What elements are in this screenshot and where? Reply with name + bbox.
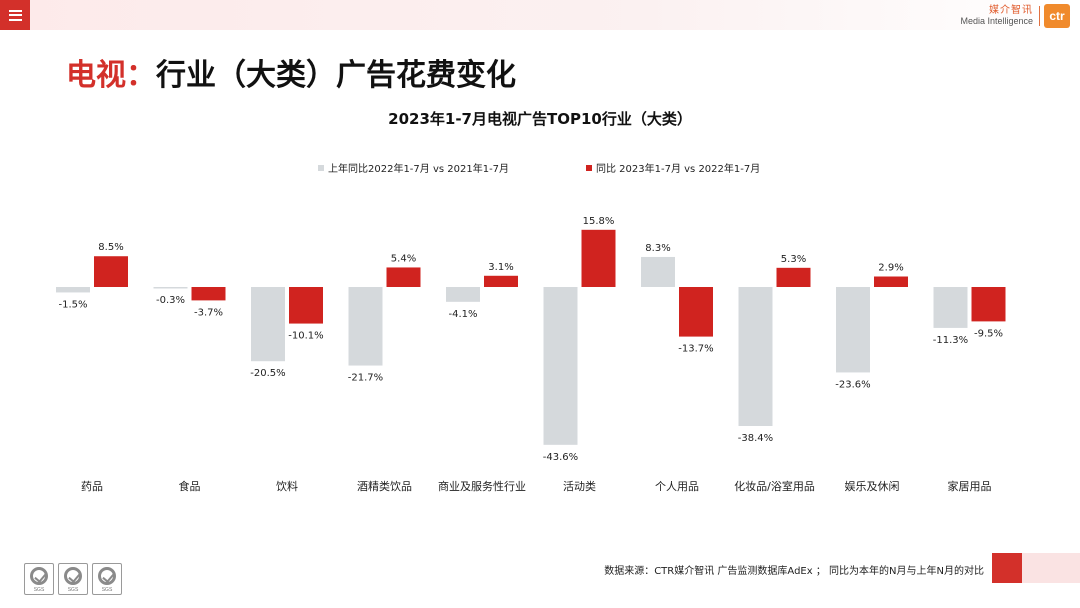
page-title-main: 行业（大类）广告花费变化: [156, 58, 516, 93]
category-label: 活动类: [563, 479, 596, 493]
footer-red-block: [992, 553, 1022, 583]
data-label-prev-year: -21.7%: [348, 373, 383, 384]
bar-current-year: [386, 267, 421, 287]
bar-prev-year: [348, 287, 383, 366]
page-title: 电视：行业（大类）广告花费变化: [66, 50, 516, 94]
brand-block: 媒介智讯 Media Intelligence ctr: [960, 4, 1070, 28]
bar-prev-year: [641, 256, 675, 287]
certification-stamp-icon: SGS: [58, 563, 88, 595]
brand-divider: [1039, 6, 1040, 26]
data-label-current-year: 8.5%: [98, 242, 123, 253]
bar-chart: -1.5% 8.5% 药品 -0.3% -3.7% 食品 -20.5% -10.1% 饮料 -21…: [56, 216, 1006, 493]
bar-prev-year: [446, 287, 480, 302]
brand-name-en: Media Intelligence: [960, 16, 1033, 26]
data-label-current-year: -9.5%: [974, 328, 1003, 339]
category-label: 饮料: [276, 479, 298, 493]
legend-item-current-year: 同比 2023年1-7月 vs 2022年1-7月: [586, 160, 760, 175]
legend-swatch-gray: [318, 164, 324, 171]
category-label: 食品: [179, 479, 201, 493]
bar-current-year: [679, 287, 713, 337]
legend-label-current-year: 同比 2023年1-7月 vs 2022年1-7月: [596, 164, 761, 175]
legend-swatch-red: [586, 164, 592, 171]
bar-prev-year: [933, 287, 968, 328]
bar-current-year: [484, 275, 518, 287]
data-label-prev-year: -4.1%: [448, 309, 477, 320]
bar-prev-year: [251, 287, 285, 362]
bar-prev-year: [836, 287, 870, 373]
data-label-current-year: -13.7%: [678, 344, 713, 355]
data-label-current-year: -3.7%: [194, 307, 223, 318]
chart-title: 2023年1-7月电视广告TOP10行业（大类）: [388, 110, 692, 128]
page-title-prefix: 电视：: [66, 58, 156, 93]
data-label-current-year: 5.4%: [391, 253, 416, 264]
ctr-logo: ctr: [1044, 4, 1070, 28]
menu-button[interactable]: [0, 0, 30, 30]
data-label-prev-year: -0.3%: [156, 295, 185, 306]
bar-current-year: [874, 276, 908, 287]
top-bar: 媒介智讯 Media Intelligence ctr: [0, 0, 1080, 30]
data-source-note: 数据来源：CTR媒介智讯 广告监测数据库AdEx ； 同比为本年的N月与上年N月…: [604, 566, 984, 577]
bar-current-year: [581, 229, 616, 287]
certification-stamps: SGS SGS SGS: [24, 563, 124, 599]
data-label-prev-year: -23.6%: [835, 379, 870, 390]
certification-stamp-icon: SGS: [92, 563, 122, 595]
category-label: 商业及服务性行业: [438, 479, 526, 493]
data-label-current-year: 5.3%: [781, 254, 806, 265]
category-label: 家居用品: [948, 479, 992, 493]
category-label: 酒精类饮品: [357, 479, 412, 493]
category-label: 娱乐及休闲: [845, 479, 900, 493]
legend-item-prev-year: 上年同比2022年1-7月 vs 2021年1-7月: [318, 160, 509, 175]
data-label-prev-year: 8.3%: [645, 243, 670, 254]
brand-name-cn: 媒介智讯: [989, 5, 1033, 16]
certification-stamp-icon: SGS: [24, 563, 54, 595]
data-label-current-year: 15.8%: [583, 216, 615, 227]
bar-current-year: [94, 256, 128, 287]
data-label-prev-year: -20.5%: [250, 368, 285, 379]
data-label-current-year: -10.1%: [288, 331, 323, 342]
category-label: 药品: [81, 480, 103, 493]
category-label: 化妆品/浴室用品: [734, 479, 815, 493]
bar-current-year: [289, 287, 323, 324]
bar-current-year: [971, 287, 1006, 322]
bar-prev-year: [738, 287, 773, 427]
bar-current-year: [191, 287, 226, 301]
bar-prev-year: [56, 287, 90, 293]
data-label-prev-year: -1.5%: [58, 299, 87, 310]
data-label-current-year: 3.1%: [488, 262, 513, 273]
data-label-prev-year: -11.3%: [933, 335, 968, 346]
hamburger-menu-icon: [8, 9, 22, 21]
data-label-prev-year: -43.6%: [543, 452, 578, 463]
legend-label-prev-year: 上年同比2022年1-7月 vs 2021年1-7月: [328, 164, 510, 175]
data-label-prev-year: -38.4%: [738, 433, 773, 444]
category-label: 个人用品: [655, 480, 699, 493]
bar-current-year: [776, 267, 811, 287]
data-label-current-year: 2.9%: [878, 263, 903, 274]
bar-prev-year: [153, 287, 188, 289]
bar-prev-year: [543, 287, 578, 445]
chart-legend: 上年同比2022年1-7月 vs 2021年1-7月 同比 2023年1-7月 …: [0, 160, 1080, 176]
